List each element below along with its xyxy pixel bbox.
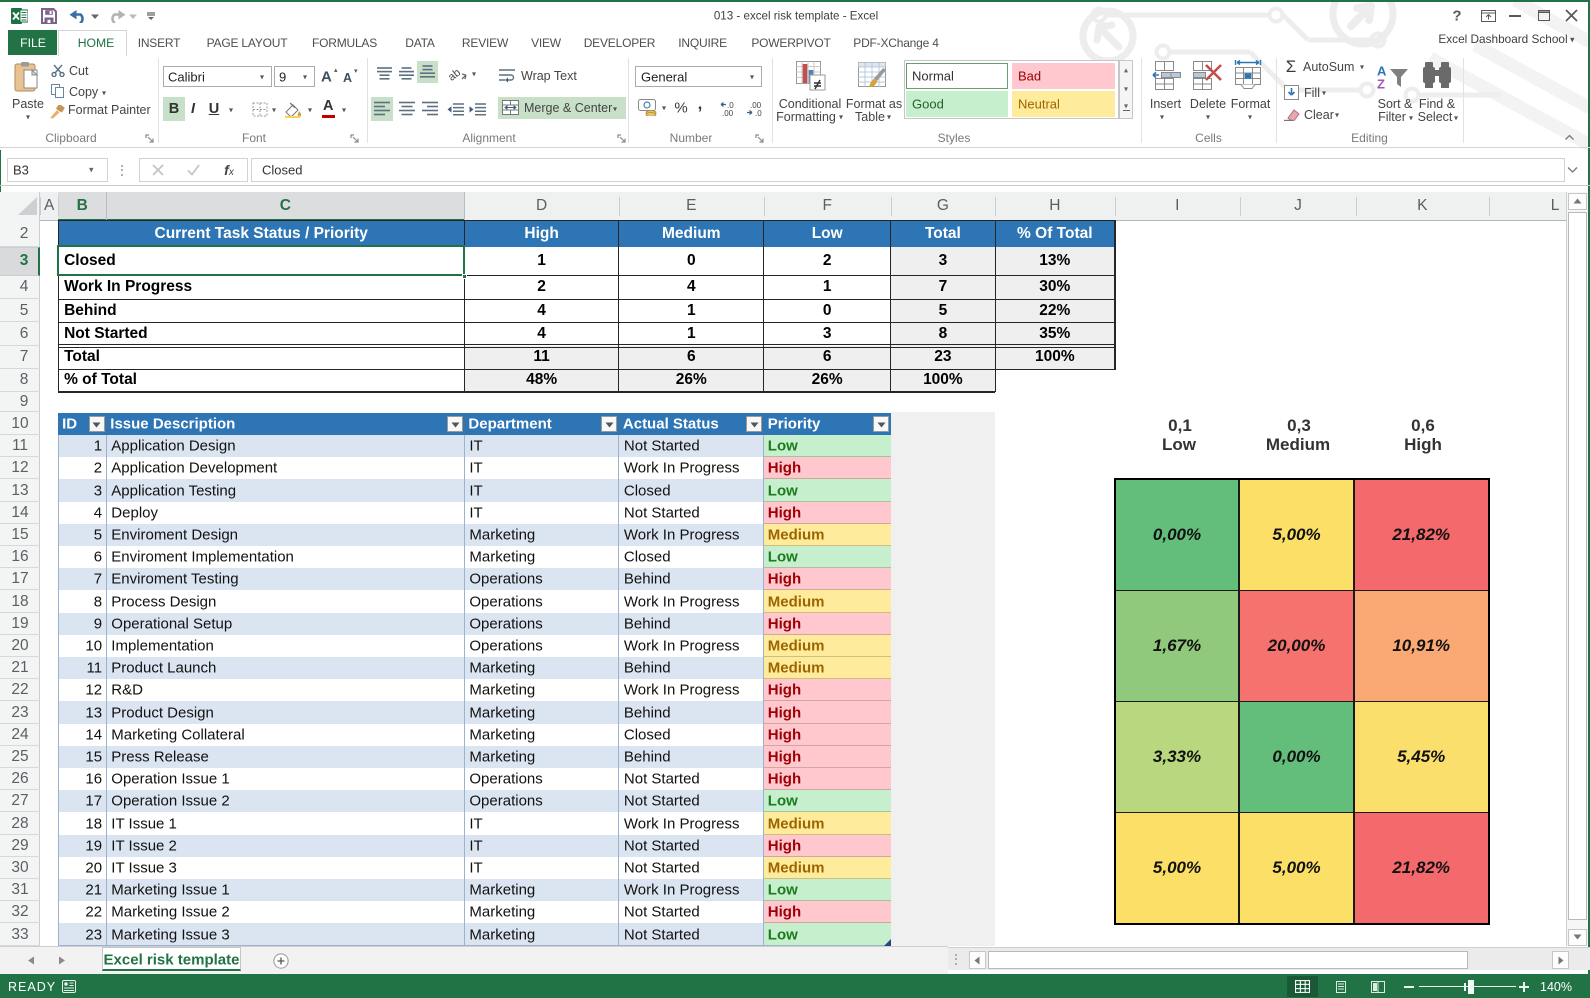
svg-text:.00: .00 [750,101,762,110]
svg-text:.0: .0 [755,109,762,117]
svg-text:.0: .0 [727,101,734,110]
svg-text:.00: .00 [722,109,734,117]
svg-text:ab: ab [449,67,463,83]
